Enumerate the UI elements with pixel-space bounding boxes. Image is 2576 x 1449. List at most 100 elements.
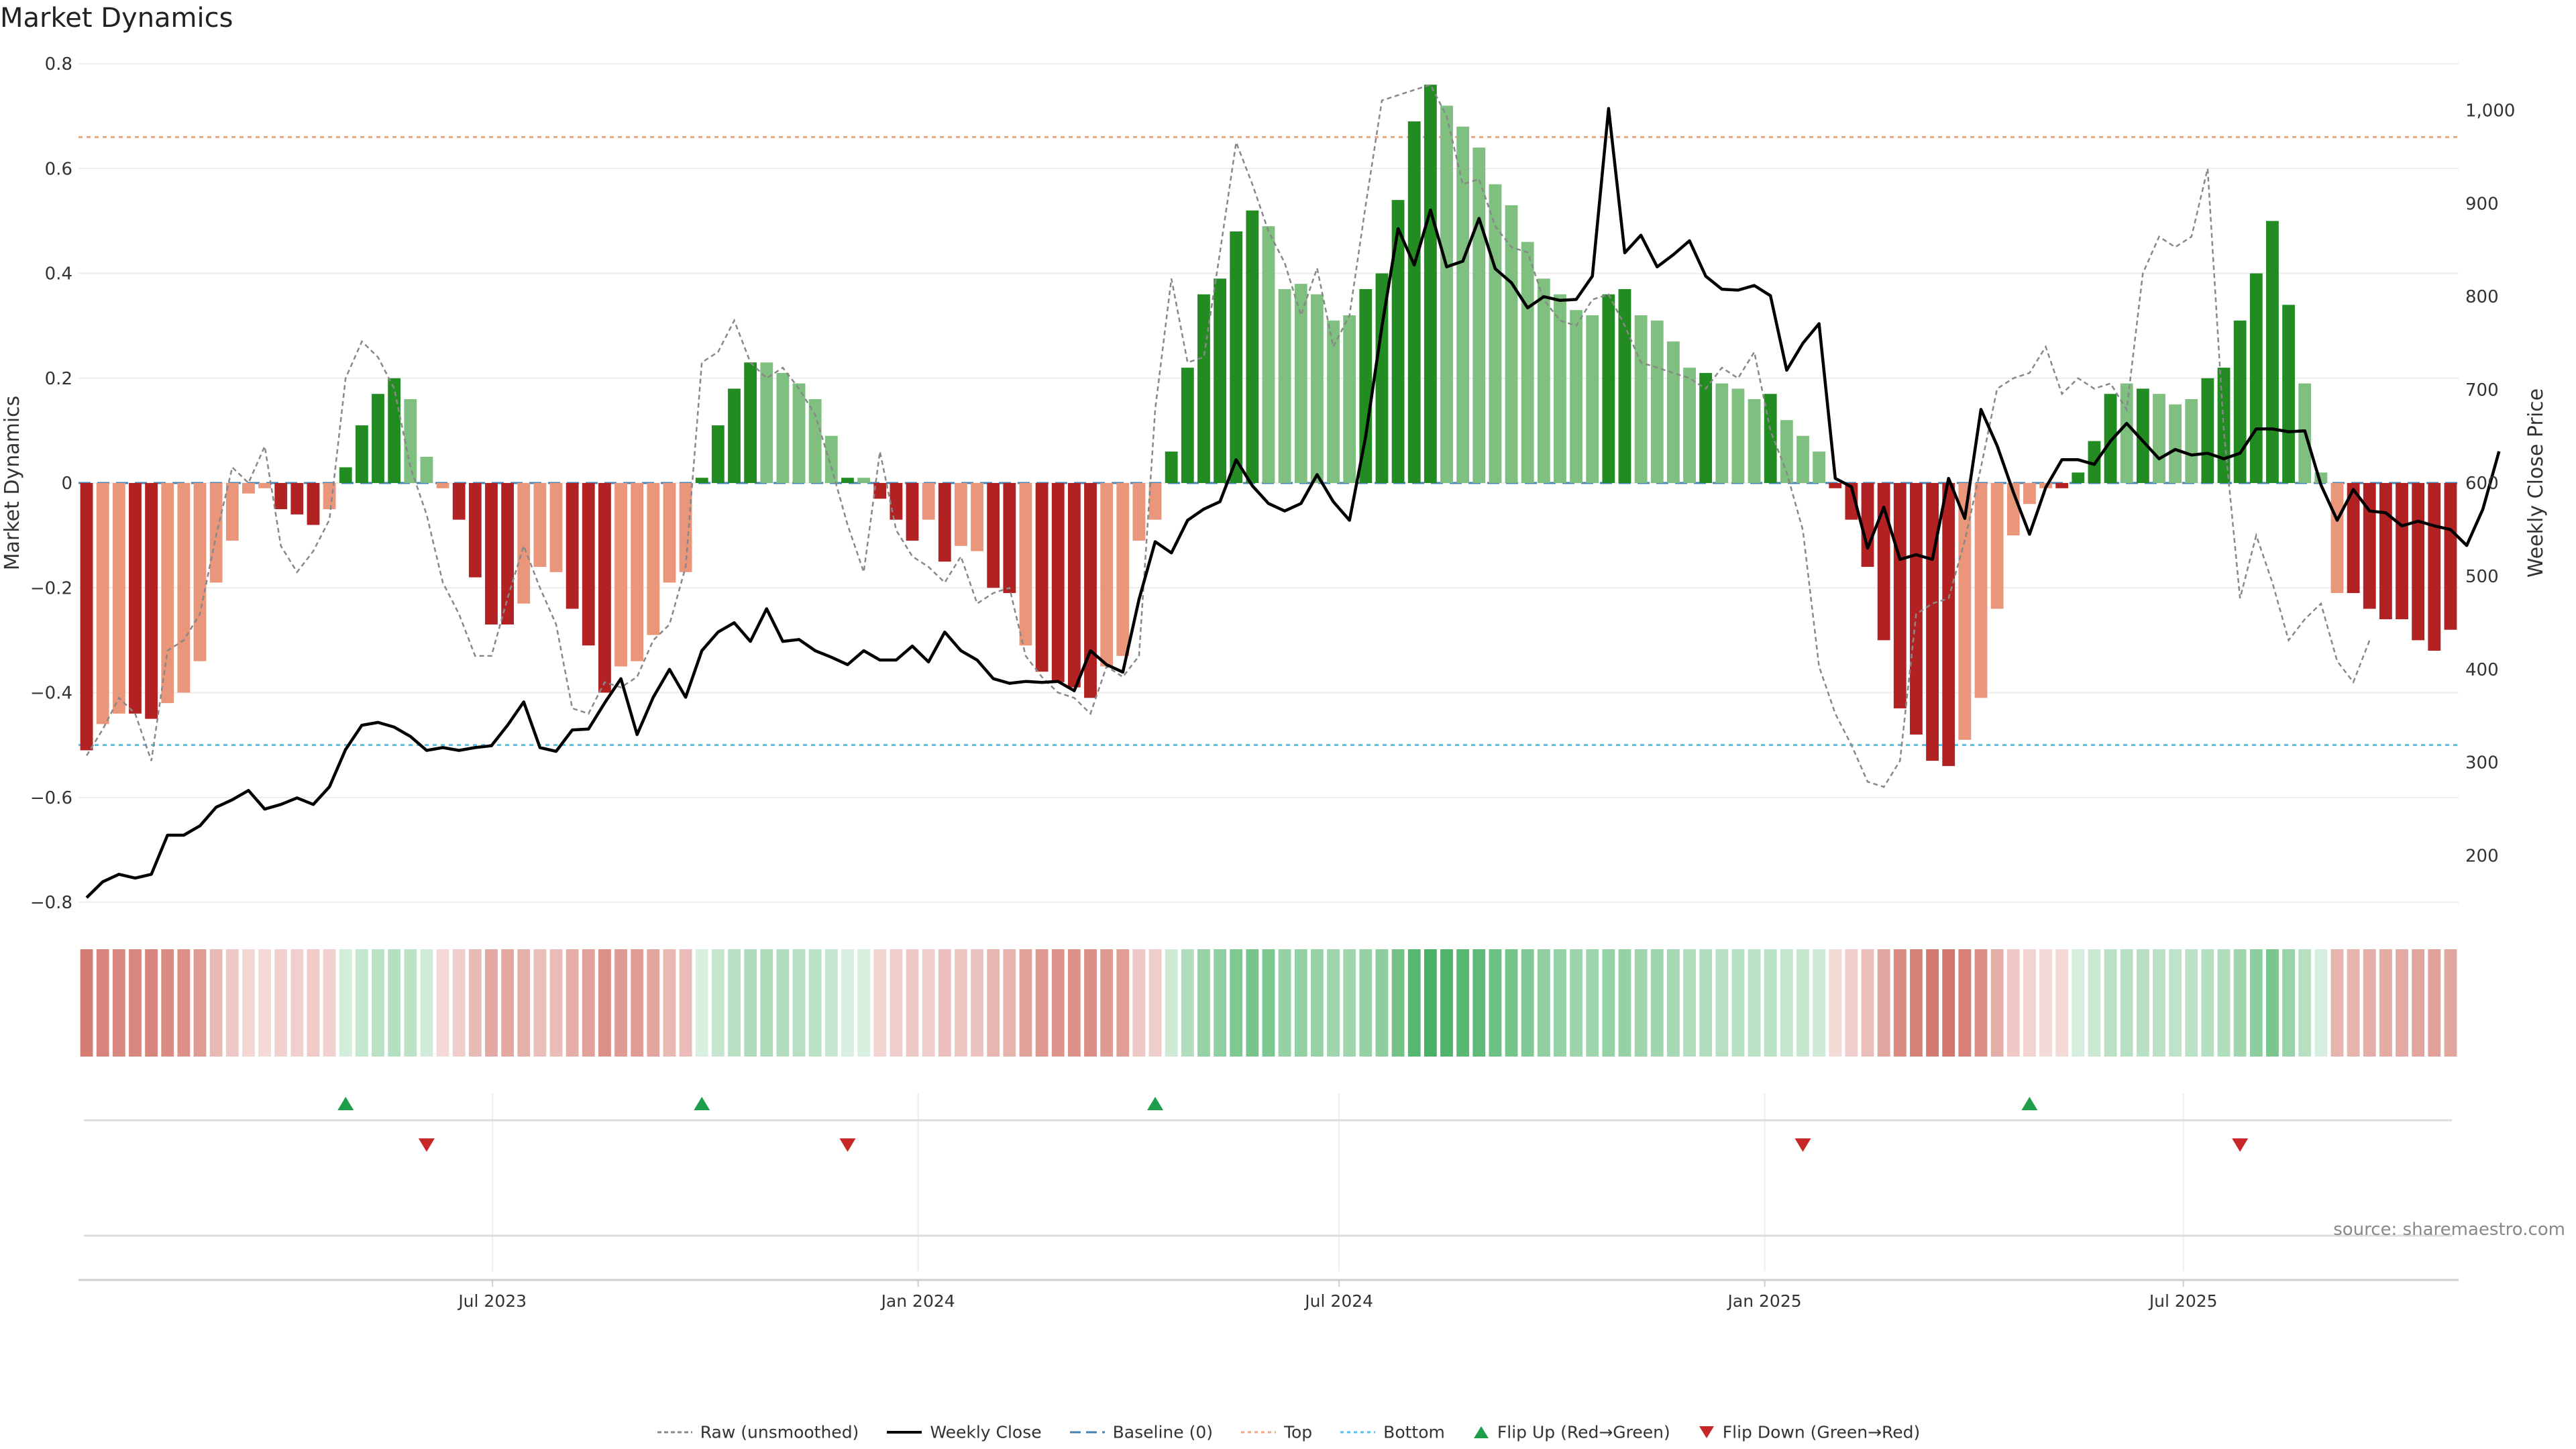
heat-cell [808, 949, 822, 1057]
heat-cell [290, 949, 304, 1057]
md-bar [452, 483, 466, 520]
heat-cell [971, 949, 983, 1057]
md-bar [145, 483, 158, 719]
md-bar [1327, 320, 1340, 483]
md-bar [1715, 383, 1729, 483]
weekly-close-line [85, 107, 2501, 899]
heat-cell [679, 949, 692, 1057]
y2-tick-label: 200 [2465, 847, 2499, 867]
md-bar [1764, 394, 1777, 483]
heat-cell [631, 949, 644, 1057]
heat-cell [1796, 949, 1809, 1057]
legend-label: Top [1283, 1422, 1313, 1442]
md-bar [971, 483, 983, 551]
md-bar [1780, 420, 1793, 483]
heat-cell [2363, 949, 2376, 1057]
heat-cell [728, 949, 741, 1057]
heat-cell [987, 949, 1000, 1057]
heat-cell [1035, 949, 1049, 1057]
heat-cell [2314, 949, 2328, 1057]
legend-item-top: Top [1240, 1421, 1312, 1442]
md-bar [2023, 483, 2036, 504]
md-bar [388, 378, 401, 483]
raw-series-line [86, 83, 2371, 788]
md-bar [1861, 483, 1874, 567]
md-bar [501, 483, 515, 625]
heat-cell [193, 949, 207, 1057]
md-bar [1958, 483, 1972, 740]
y2-tick-label: 1,000 [2465, 101, 2515, 121]
md-bar [1359, 288, 1373, 483]
heat-cell [129, 949, 142, 1057]
heat-cell [2217, 949, 2231, 1057]
legend-label: Weekly Close [930, 1422, 1042, 1442]
md-bar [242, 483, 255, 494]
heat-cell [1650, 949, 1664, 1057]
y2-tick-label: 800 [2465, 287, 2499, 307]
heat-cell [647, 949, 660, 1057]
legend-item-bottom: Bottom [1339, 1421, 1445, 1442]
flip-up-marker [1147, 1097, 1164, 1110]
y-tick-label: −0.2 [30, 578, 72, 598]
md-bar [2169, 404, 2182, 483]
md-bar [1537, 278, 1550, 483]
heat-cell [1262, 949, 1275, 1057]
heat-cell [2266, 949, 2279, 1057]
heat-cell [2444, 949, 2457, 1057]
md-bar [2104, 394, 2117, 483]
heat-cell [857, 949, 871, 1057]
md-bar [258, 483, 271, 488]
heat-cell [1310, 949, 1324, 1057]
md-bar [2153, 394, 2165, 483]
heat-cell [566, 949, 579, 1057]
md-bar [744, 362, 757, 483]
heat-cell [1602, 949, 1615, 1057]
heat-strip [80, 949, 2457, 1057]
heat-cell [1214, 949, 1227, 1057]
heat-cell [1019, 949, 1032, 1057]
heat-cell [2233, 949, 2247, 1057]
heat-cell [468, 949, 482, 1057]
md-bar [1165, 451, 1178, 483]
heat-cell [1990, 949, 2004, 1057]
md-bar [129, 483, 142, 714]
heat-cell [1715, 949, 1729, 1057]
md-bar [2006, 483, 2020, 536]
md-bar [566, 483, 579, 609]
heat-cell [1699, 949, 1713, 1057]
heat-cell [436, 949, 449, 1057]
md-bar [857, 478, 871, 483]
md-bar [2379, 483, 2392, 620]
md-bar [906, 483, 919, 541]
y2-tick-label: 700 [2465, 380, 2499, 400]
legend-item-flip_up: Flip Up (Red→Green) [1472, 1421, 1670, 1442]
heat-cell [955, 949, 967, 1057]
heat-cell [307, 949, 320, 1057]
heat-cell [2136, 949, 2149, 1057]
md-bar [631, 483, 644, 661]
md-bar [841, 478, 854, 483]
md-bar [1003, 483, 1016, 594]
flip-down-marker [2232, 1138, 2249, 1152]
md-bar [2201, 378, 2214, 483]
heat-cell [1926, 949, 1939, 1057]
md-bar [760, 362, 773, 483]
md-bar [1100, 483, 1114, 667]
bar-layer [80, 85, 2457, 766]
md-bar [1294, 284, 1307, 483]
heat-cell [663, 949, 676, 1057]
heat-cell [1877, 949, 1890, 1057]
md-bar [1262, 226, 1275, 483]
legend-swatch-flip_down [1699, 1426, 1714, 1438]
heat-cell [1764, 949, 1777, 1057]
heat-cell [695, 949, 708, 1057]
heat-cell [339, 949, 352, 1057]
legend-item-flip_down: Flip Down (Green→Red) [1697, 1421, 1920, 1442]
md-bar [1586, 315, 1599, 483]
md-bar [2396, 483, 2408, 620]
heat-cell [922, 949, 935, 1057]
heat-cell [1084, 949, 1097, 1057]
legend-label: Baseline (0) [1112, 1422, 1213, 1442]
heat-cell [1505, 949, 1518, 1057]
heat-cell [1731, 949, 1745, 1057]
